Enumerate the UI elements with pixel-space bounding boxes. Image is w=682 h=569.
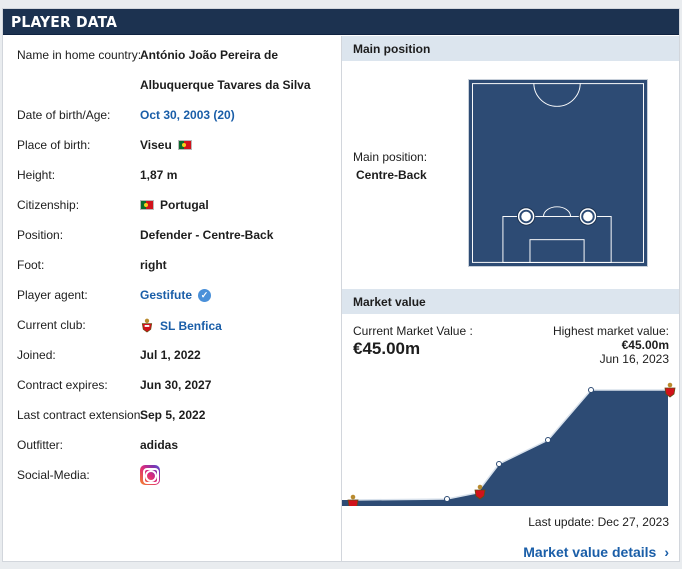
card-title: PLAYER DATA <box>11 12 118 31</box>
last-update-text: Last update: Dec 27, 2023 <box>528 515 669 529</box>
club-text[interactable]: SL Benfica <box>160 318 222 333</box>
label-foot: Foot: <box>17 258 45 272</box>
goal-box <box>529 239 585 263</box>
label-height: Height: <box>17 168 56 182</box>
chevron-right-icon: › <box>664 544 669 560</box>
chart-point <box>444 496 450 502</box>
label-club: Current club: <box>17 318 86 332</box>
value-name-line2: Albuquerque Tavares da Silva <box>140 78 311 92</box>
label-citizenship: Citizenship: <box>17 198 80 212</box>
highest-mv-label: Highest market value: <box>552 324 669 338</box>
value-dob-link[interactable]: Oct 30, 2003 (20) <box>140 108 235 122</box>
benfica-crest-icon <box>347 494 359 506</box>
main-position-header: Main position <box>342 36 679 61</box>
chart-point <box>545 437 551 443</box>
label-position: Position: <box>17 228 64 242</box>
value-joined: Jul 1, 2022 <box>140 348 201 362</box>
citizenship-text: Portugal <box>160 198 209 212</box>
card-header: PLAYER DATA <box>3 9 679 35</box>
label-last-extension: Last contract extension: <box>17 408 144 422</box>
player-data-card: PLAYER DATA Name in home country: Antóni… <box>2 8 680 562</box>
highest-mv-date: Jun 16, 2023 <box>599 352 669 366</box>
label-name: Name in home country: <box>17 48 142 62</box>
details-link-text[interactable]: Market value details <box>523 544 657 560</box>
verified-check-icon: ✓ <box>198 288 212 302</box>
market-value-chart[interactable] <box>342 376 682 506</box>
value-social-media <box>140 465 160 485</box>
chart-point <box>496 461 502 467</box>
center-circle-arc <box>533 83 581 107</box>
value-outfitter: adidas <box>140 438 179 452</box>
chart-point <box>588 387 594 393</box>
value-name-line1: António João Pereira de <box>140 48 279 62</box>
current-mv-label: Current Market Value : <box>353 324 473 338</box>
value-contract-expires: Jun 30, 2027 <box>140 378 212 392</box>
label-dob: Date of birth/Age: <box>17 108 111 122</box>
main-position-value: Centre-Back <box>356 168 427 182</box>
value-last-extension: Sep 5, 2022 <box>140 408 206 422</box>
benfica-crest-icon <box>664 382 676 398</box>
market-value-header: Market value <box>342 289 679 314</box>
chart-area <box>342 390 668 506</box>
benfica-crest-icon <box>141 318 153 333</box>
agent-text[interactable]: Gestifute <box>140 288 193 302</box>
highest-mv-value: €45.00m <box>621 338 669 352</box>
label-agent: Player agent: <box>17 288 88 302</box>
label-outfitter: Outfitter: <box>17 438 64 452</box>
instagram-icon[interactable] <box>140 465 160 485</box>
value-birthplace: Viseu <box>140 138 192 152</box>
label-contract-expires: Contract expires: <box>17 378 108 392</box>
position-marker-right <box>578 207 598 226</box>
position-marker-left <box>516 207 536 226</box>
label-birthplace: Place of birth: <box>17 138 91 152</box>
main-position-label: Main position: <box>353 150 428 164</box>
label-social-media: Social-Media: <box>17 468 90 482</box>
pitch-diagram <box>468 79 648 267</box>
current-mv-value: €45.00m <box>353 339 421 358</box>
value-citizenship: Portugal <box>140 198 209 212</box>
birthplace-text: Viseu <box>140 138 172 152</box>
value-position: Defender - Centre-Back <box>140 228 274 242</box>
value-height: 1,87 m <box>140 168 178 182</box>
player-data-list: Name in home country: António João Perei… <box>3 36 341 561</box>
market-value-details-link[interactable]: Market value details › <box>523 544 669 560</box>
portugal-flag-icon <box>177 140 192 150</box>
value-foot: right <box>140 258 167 272</box>
label-joined: Joined: <box>17 348 56 362</box>
value-agent-link[interactable]: Gestifute ✓ <box>140 288 212 302</box>
benfica-crest-icon <box>474 484 486 500</box>
highest-mv-block: Highest market value: €45.00m Jun 16, 20… <box>553 324 669 366</box>
value-club-link[interactable]: SL Benfica <box>140 318 222 333</box>
right-column: Main position Main position: Centre-Back… <box>341 36 679 561</box>
portugal-flag-icon <box>140 200 154 210</box>
